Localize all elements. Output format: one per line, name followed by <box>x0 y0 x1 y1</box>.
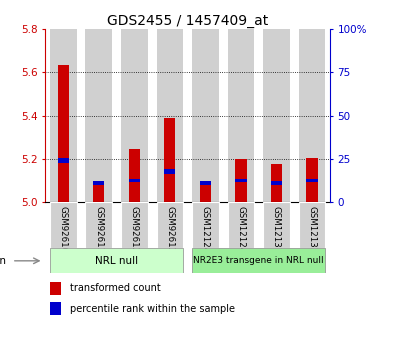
Title: GDS2455 / 1457409_at: GDS2455 / 1457409_at <box>107 14 268 28</box>
Bar <box>129 178 140 183</box>
Text: GSM121242: GSM121242 <box>201 206 210 258</box>
Bar <box>164 169 175 174</box>
Bar <box>192 248 325 273</box>
Text: NR2E3 transgene in NRL null: NR2E3 transgene in NRL null <box>194 256 324 265</box>
Bar <box>235 178 246 183</box>
Bar <box>307 158 318 202</box>
Bar <box>49 282 61 295</box>
Bar <box>192 202 219 248</box>
Bar <box>129 149 140 202</box>
Text: GSM92610: GSM92610 <box>59 206 68 253</box>
Text: GSM92611: GSM92611 <box>94 206 103 253</box>
Bar <box>228 29 254 202</box>
Bar <box>50 248 183 273</box>
Text: percentile rank within the sample: percentile rank within the sample <box>70 304 235 314</box>
Bar <box>299 202 325 248</box>
Bar <box>85 202 112 248</box>
Bar <box>200 181 211 185</box>
Bar <box>121 29 148 202</box>
Bar <box>121 202 148 248</box>
Text: strain: strain <box>0 256 6 266</box>
Text: transformed count: transformed count <box>70 284 161 293</box>
Bar <box>85 29 112 202</box>
Bar <box>50 29 77 202</box>
Bar <box>299 29 325 202</box>
Bar <box>93 181 104 185</box>
Bar <box>200 183 211 202</box>
Text: GSM92613: GSM92613 <box>166 206 174 253</box>
Text: GSM121315: GSM121315 <box>272 206 281 258</box>
Bar <box>263 29 290 202</box>
Bar <box>49 302 61 315</box>
Bar <box>235 159 246 202</box>
Bar <box>228 202 254 248</box>
Bar <box>93 183 104 202</box>
Bar <box>156 29 183 202</box>
Text: NRL null: NRL null <box>95 256 138 266</box>
Bar <box>164 118 175 202</box>
Bar <box>50 202 77 248</box>
Bar <box>263 202 290 248</box>
Bar <box>307 178 318 183</box>
Text: GSM92612: GSM92612 <box>130 206 139 253</box>
Text: GSM121249: GSM121249 <box>237 206 245 258</box>
Text: GSM121316: GSM121316 <box>308 206 316 258</box>
Bar <box>58 158 69 163</box>
Bar <box>271 164 282 202</box>
Bar <box>58 65 69 202</box>
Bar <box>156 202 183 248</box>
Bar <box>271 181 282 185</box>
Bar <box>192 29 219 202</box>
